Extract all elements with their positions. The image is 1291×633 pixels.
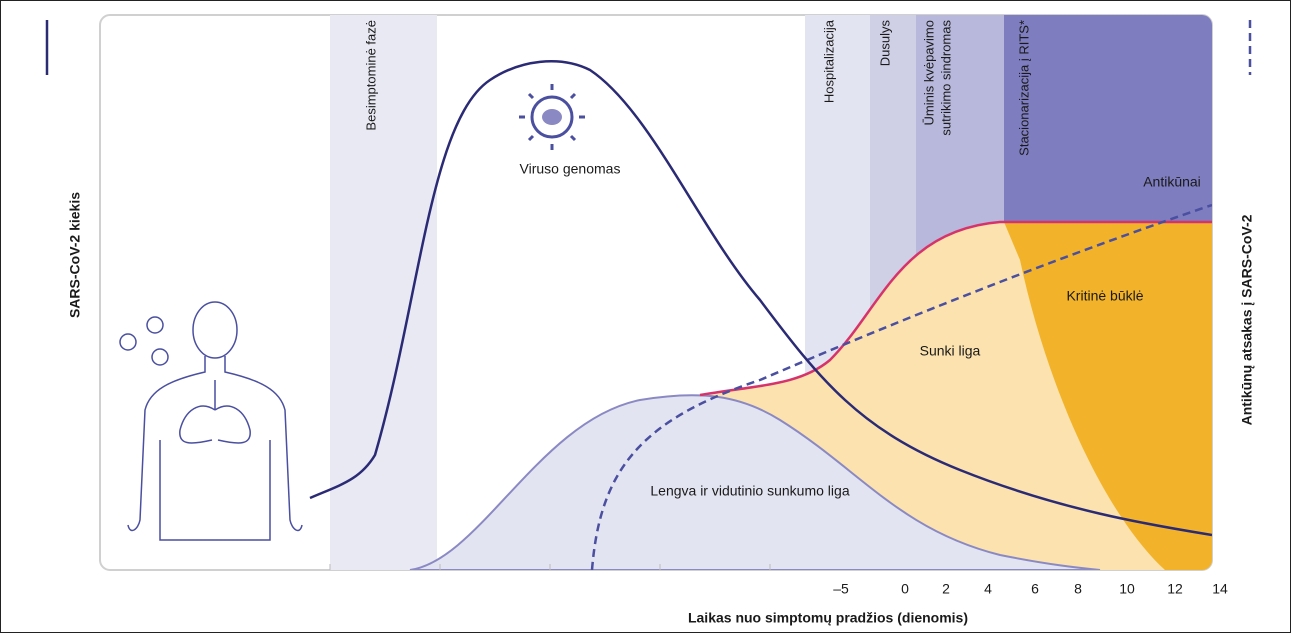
- left-axis-label: SARS-CoV-2 kiekis: [67, 192, 83, 318]
- x-tick-label: 6: [1031, 581, 1039, 597]
- phase-label: Besimptominė fazė: [363, 20, 378, 131]
- phase-label: sutrikimo sindromas: [938, 20, 953, 136]
- phase-label: Ūminis kvėpavimo: [921, 20, 936, 125]
- region-label: Lengva ir vidutinio sunkumo liga: [650, 483, 849, 499]
- right-axis-label: Antikūnų atsakas į SARS-CoV-2: [1239, 214, 1255, 425]
- x-tick-label: –5: [833, 581, 849, 597]
- figure: SARS-CoV-2 kiekis Antikūnų atsakas į SAR…: [0, 0, 1291, 633]
- region-label: Sunki liga: [920, 343, 981, 359]
- phase-label: Hospitalizacija: [821, 19, 836, 103]
- x-tick-label: 14: [1212, 581, 1228, 597]
- phase-band: [330, 15, 437, 570]
- region-label: Viruso genomas: [520, 161, 621, 177]
- region-label: Kritinė būklė: [1066, 288, 1143, 304]
- phase-label: Stacionarizacija į RITS*: [1016, 20, 1031, 156]
- x-tick-label: 10: [1119, 581, 1135, 597]
- x-tick-label: 4: [984, 581, 992, 597]
- x-tick-label: 12: [1167, 581, 1183, 597]
- x-axis-label: Laikas nuo simptomų pradžios (dienomis): [688, 610, 968, 626]
- region-label: Antikūnai: [1143, 174, 1201, 190]
- x-tick-label: 8: [1074, 581, 1082, 597]
- phase-label: Dusulys: [877, 20, 892, 67]
- x-tick-label: 0: [901, 581, 909, 597]
- x-tick-label: 2: [942, 581, 950, 597]
